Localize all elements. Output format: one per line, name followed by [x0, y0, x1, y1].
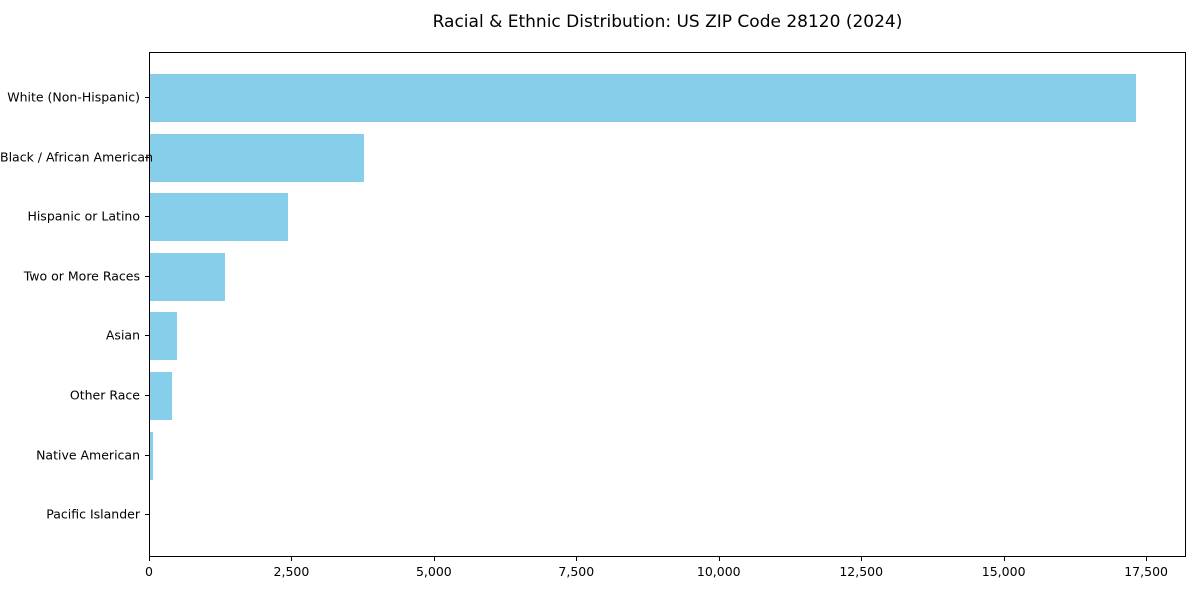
chart-title: Racial & Ethnic Distribution: US ZIP Cod… [432, 12, 903, 32]
x-axis-tick [576, 557, 578, 561]
x-tick-label: 2,500 [273, 564, 310, 579]
bar [150, 252, 226, 301]
y-axis-tick [145, 514, 149, 516]
x-axis-tick [1003, 557, 1005, 561]
y-tick-label: Pacific Islander [46, 506, 140, 522]
x-tick-label: 17,500 [1124, 564, 1168, 579]
x-tick-label: 12,500 [839, 564, 884, 579]
x-axis-tick [1146, 557, 1148, 561]
y-axis-tick [145, 335, 149, 337]
x-axis-tick [718, 557, 720, 561]
plot-area [149, 52, 1186, 557]
y-axis-tick [145, 156, 149, 158]
x-tick-label: 0 [145, 564, 153, 579]
bar [150, 372, 172, 420]
bar [150, 74, 1137, 122]
x-tick-label: 7,500 [558, 564, 595, 579]
x-tick-label: 15,000 [981, 564, 1026, 579]
x-axis-tick [433, 557, 435, 561]
y-tick-label: Other Race [69, 387, 140, 403]
y-tick-label: Native American [36, 447, 140, 463]
y-axis-tick [145, 97, 149, 98]
y-axis-tick [145, 275, 149, 277]
x-tick-label: 5,000 [415, 564, 452, 579]
bar [150, 193, 288, 242]
y-axis-tick [145, 395, 149, 396]
bar [150, 431, 154, 480]
x-tick-label: 10,000 [696, 564, 741, 579]
y-tick-label: Hispanic or Latino [27, 208, 140, 224]
y-axis-tick [145, 216, 149, 218]
y-tick-label: Black / African American [0, 149, 154, 165]
bar [150, 312, 177, 361]
y-tick-label: White (Non-Hispanic) [7, 89, 140, 105]
x-axis-tick [291, 557, 293, 561]
y-axis-tick [145, 454, 149, 456]
x-axis-tick [861, 557, 863, 561]
y-tick-label: Asian [105, 327, 140, 343]
bar [150, 133, 364, 182]
y-tick-label: Two or More Races [23, 268, 140, 284]
x-axis-tick [149, 557, 150, 561]
